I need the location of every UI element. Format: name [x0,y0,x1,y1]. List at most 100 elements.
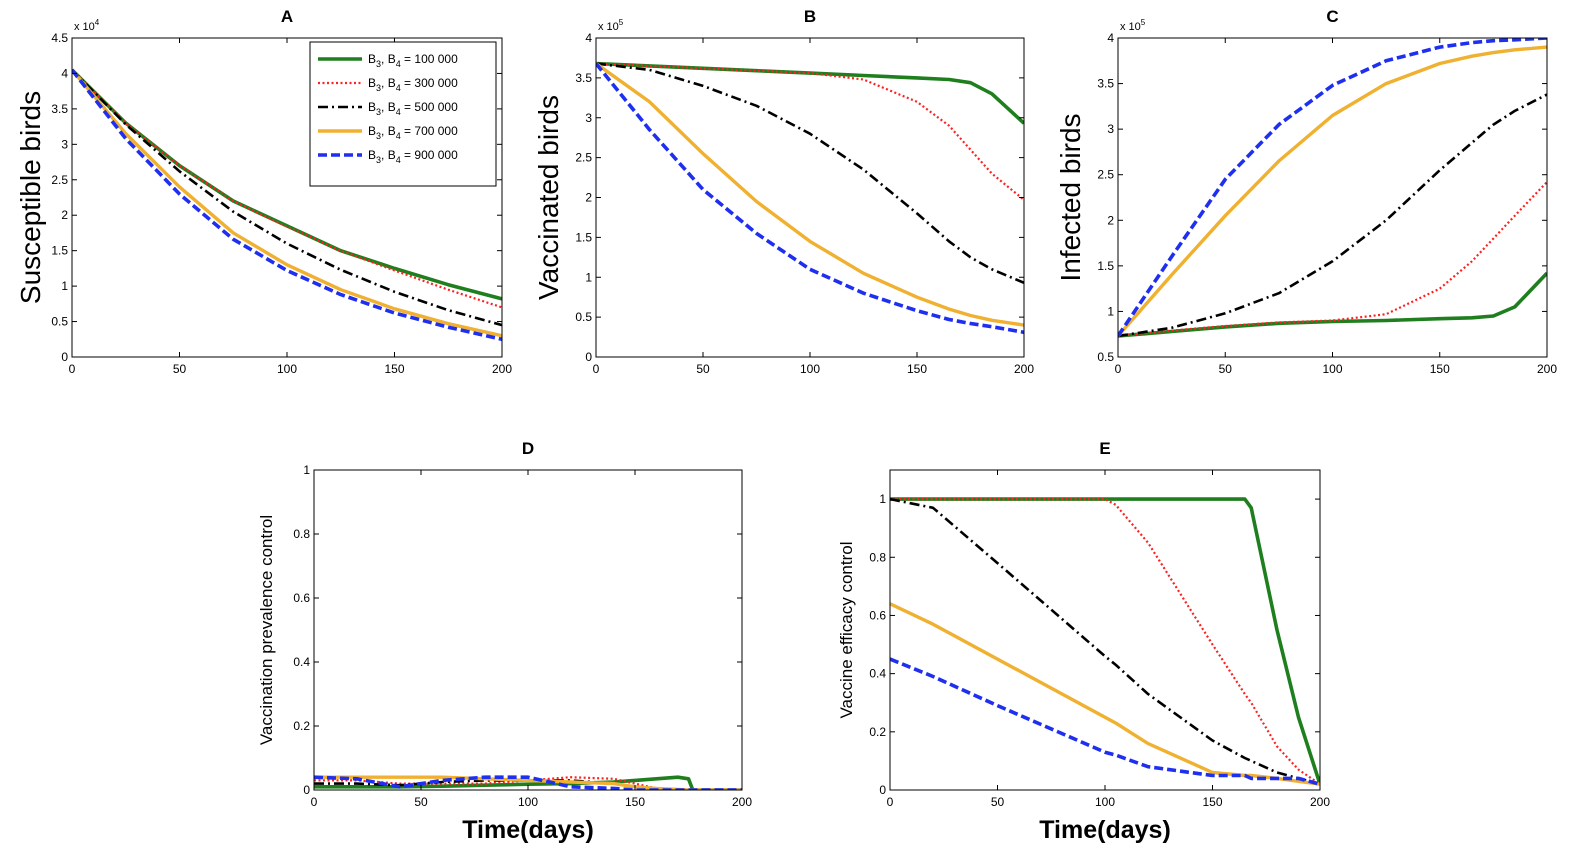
series-line-s1 [596,61,1024,125]
legend-label-part: = 700 000 [401,124,458,138]
legend-label-part: = 300 000 [401,76,458,90]
x-tick-label: 150 [1430,362,1450,376]
x-tick-label: 0 [887,795,894,809]
x-tick-label: 50 [173,362,187,376]
y-tick-label: 0.4 [869,667,886,681]
y-tick-label: 1 [1107,304,1114,318]
y-tick-label: 0.5 [575,310,592,324]
series-line-s3 [596,62,1024,284]
y-tick-label: 4 [585,31,592,45]
y-tick-label: 0 [879,783,886,797]
series-line-s1 [890,497,1320,785]
y-tick-label: 1.5 [1097,259,1114,273]
legend-label-part: B [368,100,376,114]
x-tick-label: 200 [1537,362,1557,376]
y-tick-label: 3 [1107,122,1114,136]
x-tick-label: 50 [414,795,428,809]
series-line-s5 [72,68,502,342]
y-tick-label: 3 [585,111,592,125]
x-tick-label: 50 [696,362,710,376]
y-tick-label: 4 [61,66,68,80]
legend-label-part: , B [381,124,396,138]
exponent-power: 5 [619,18,624,27]
y-tick-label: 3.5 [1097,77,1114,91]
chart-panel-d: 0 50 100 150 200 0 0.2 0.4 0.6 0.8 1 D Vaccination p… [257,439,752,844]
series-line-s5 [314,775,742,790]
series-line-s3 [72,68,502,327]
y-tick-label: 1.5 [51,244,68,258]
x-tick-label: 100 [277,362,297,376]
y-tick-label: 0.6 [869,608,886,622]
x-tick-label: 0 [1115,362,1122,376]
y-tick-label: 3.5 [575,71,592,85]
y-tick-label: 0.5 [51,315,68,329]
x-axis-label: Time(days) [1039,816,1171,844]
y-tick-label: 4 [1107,31,1114,45]
legend-label-part: 4 [396,155,401,165]
y-axis-label: Vaccine efficacy control [837,541,856,718]
y-axis-label: Susceptible birds [15,91,46,304]
series-line-s2 [890,498,1320,786]
y-tick-label: 4.5 [51,31,68,45]
x-tick-label: 150 [907,362,927,376]
legend-label-part: = 100 000 [401,52,458,66]
legend-label-part: , B [381,100,396,114]
chart-panel-b: 0 50 100 150 200 0 0.5 1 1.5 2 2.5 3 3.5 4 Bx 105 Vacci… [533,7,1034,376]
x-tick-label: 200 [1310,795,1330,809]
exponent-power: 4 [95,18,100,27]
x-tick-label: 100 [1095,795,1115,809]
panel-title: A [281,7,293,26]
series-line-s2 [1118,181,1547,338]
panel-title: E [1099,439,1110,458]
legend-label-part: 4 [396,107,401,117]
exponent-power: 5 [1141,18,1146,27]
y-axis-label: Infected birds [1055,113,1086,281]
y-tick-label: 2 [585,191,592,205]
axis-exponent: x 105 [598,18,624,33]
y-tick-label: 2 [61,208,68,222]
y-tick-label: 2.5 [1097,168,1114,182]
legend-label-part: 3 [376,107,381,117]
legend-label: B3, B4 = 300 000 [368,76,458,93]
x-tick-label: 50 [1219,362,1233,376]
x-tick-label: 150 [625,795,645,809]
y-tick-label: 2.5 [51,173,68,187]
legend-label-part: 4 [396,83,401,93]
series-line-s5 [890,657,1320,786]
y-tick-label: 0.5 [1097,350,1114,364]
y-tick-label: 1 [303,463,310,477]
series-line-s4 [72,68,502,338]
legend-label-part: 3 [376,155,381,165]
legend-label-part: 3 [376,83,381,93]
series-line-s1 [72,68,502,301]
series-line-s4 [890,602,1320,786]
legend-label-part: 3 [376,131,381,141]
x-tick-label: 100 [800,362,820,376]
legend-label-part: , B [381,148,396,162]
exponent-base: x 10 [598,21,619,33]
y-axis-label: Vaccinated birds [533,95,564,300]
series-line-s1 [1118,271,1547,338]
x-tick-label: 200 [1014,362,1034,376]
panel-title: B [804,7,816,26]
series-line-s5 [1118,38,1547,338]
legend-label-part: = 900 000 [401,148,458,162]
series-line-s5 [596,62,1024,335]
series-line-s2 [596,62,1024,201]
legend-label-part: 4 [396,59,401,69]
y-tick-label: 0.2 [293,719,310,733]
y-tick-label: 1 [585,270,592,284]
x-tick-label: 0 [311,795,318,809]
axis-exponent: x 104 [74,18,100,33]
series-line-s4 [596,62,1024,327]
exponent-base: x 10 [1120,21,1141,33]
panel-title: C [1326,7,1338,26]
legend-label-part: B [368,148,376,162]
y-tick-label: 0.8 [869,550,886,564]
x-tick-label: 100 [518,795,538,809]
axis-exponent: x 105 [1120,18,1146,33]
axes-box [889,469,1321,791]
legend-box [309,41,497,187]
